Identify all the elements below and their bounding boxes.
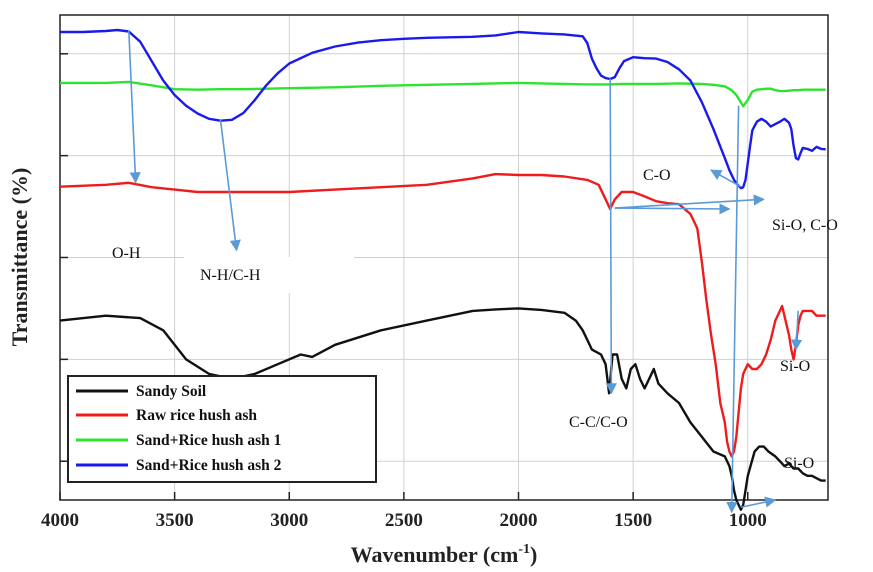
y-axis-title: Transmittance (%) <box>7 168 32 347</box>
x-tick-label: 1500 <box>614 510 652 531</box>
peak-arrow <box>127 29 141 184</box>
x-axis-title-sup: -1 <box>518 542 530 557</box>
x-tick-label: 2000 <box>500 510 538 531</box>
annotation-cc-co: C-C/C-O <box>569 414 628 431</box>
x-tick-label: 2500 <box>385 510 423 531</box>
legend-label-sand-rice-1: Sand+Rice hush ash 1 <box>136 432 281 449</box>
x-axis-title-main: Wavenumber (cm <box>351 542 519 567</box>
peak-arrows <box>127 29 803 514</box>
x-tick-label: 3500 <box>156 510 194 531</box>
axis-ticks: 4000 3500 3000 2500 2000 1500 1000 <box>41 53 767 531</box>
legend-label-sand-rice-2: Sand+Rice hush ash 2 <box>136 457 282 474</box>
x-tick-label: 1000 <box>729 510 767 531</box>
peak-arrow <box>614 194 765 209</box>
x-tick-label: 4000 <box>41 510 79 531</box>
peak-arrow <box>726 105 740 514</box>
x-axis-title-close: ) <box>530 542 537 567</box>
annotation-sio-co: Si-O, C-O <box>772 217 838 234</box>
peak-arrow <box>605 78 617 395</box>
x-tick-label: 3000 <box>270 510 308 531</box>
series-line-1 <box>59 172 826 458</box>
annotation-bg-nh <box>184 257 354 293</box>
spectra-series <box>59 28 826 511</box>
annotation-nh-ch: N-H/C-H <box>200 267 261 284</box>
annotation-oh: O-H <box>112 245 141 262</box>
legend-label-raw-rice-hush-ash: Raw rice hush ash <box>136 407 257 424</box>
legend-label-sandy-soil: Sandy Soil <box>136 383 207 400</box>
annotation-co: C-O <box>643 167 671 184</box>
peak-arrow <box>790 310 803 351</box>
peak-annotations: O-H N-H/C-H C-O Si-O, C-O Si-O C-C/C-O S… <box>112 167 838 472</box>
peak-arrow <box>614 203 731 215</box>
annotation-sio-1: Si-O <box>780 358 810 375</box>
peak-arrow <box>740 496 777 509</box>
series-line-3 <box>60 28 826 190</box>
x-axis-title: Wavenumber (cm-1) <box>351 542 538 567</box>
series-line-0 <box>59 307 826 511</box>
peak-arrow <box>219 119 241 252</box>
peak-arrow <box>710 169 742 188</box>
annotation-sio-2: Si-O <box>784 455 814 472</box>
legend: Sandy Soil Raw rice hush ash Sand+Rice h… <box>67 375 377 483</box>
